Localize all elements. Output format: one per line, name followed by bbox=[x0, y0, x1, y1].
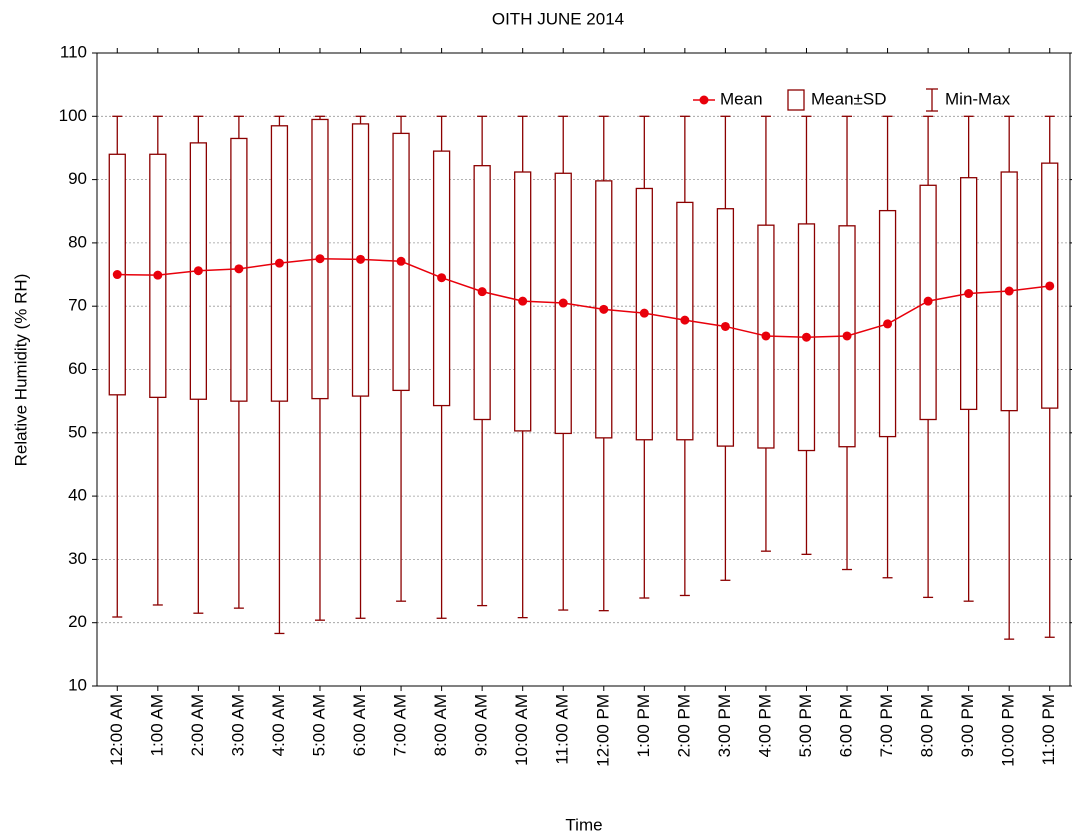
mean-marker bbox=[680, 315, 690, 325]
x-tick-label: 2:00 PM bbox=[674, 694, 693, 757]
mean-marker bbox=[761, 331, 771, 341]
x-axis-label: Time bbox=[565, 815, 602, 834]
mean-marker bbox=[356, 254, 366, 264]
mean-marker bbox=[518, 296, 528, 306]
x-tick-label: 12:00 AM bbox=[107, 694, 126, 766]
mean-marker bbox=[639, 308, 649, 318]
x-tick-label: 9:00 AM bbox=[472, 694, 491, 756]
mean-marker bbox=[1045, 281, 1055, 291]
mean-marker bbox=[1004, 286, 1014, 296]
x-tick-label: 1:00 PM bbox=[634, 694, 653, 757]
x-tick-label: 3:00 PM bbox=[715, 694, 734, 757]
mean-marker bbox=[274, 258, 284, 268]
x-tick-label: 7:00 AM bbox=[391, 694, 410, 756]
x-tick-label: 1:00 AM bbox=[147, 694, 166, 756]
plot-frame bbox=[96, 52, 1071, 687]
mean-marker bbox=[801, 332, 811, 342]
mean-marker bbox=[315, 254, 325, 264]
x-tick-label: 10:00 AM bbox=[512, 694, 531, 766]
mean-marker bbox=[153, 270, 163, 280]
x-tick-label: 11:00 AM bbox=[553, 694, 572, 765]
mean-marker bbox=[558, 298, 568, 308]
legend-mean-marker bbox=[699, 95, 709, 105]
mean-marker bbox=[437, 273, 447, 283]
mean-line bbox=[117, 257, 1050, 338]
x-tick-label: 5:00 AM bbox=[309, 694, 328, 756]
x-tick-label: 8:00 AM bbox=[431, 694, 450, 756]
mean-marker bbox=[234, 264, 244, 274]
x-tick-label: 5:00 PM bbox=[796, 694, 815, 757]
x-tick-label: 4:00 PM bbox=[755, 694, 774, 757]
mean-marker bbox=[599, 304, 609, 314]
y-tick-label: 50 bbox=[68, 422, 87, 441]
x-tick-label: 9:00 PM bbox=[958, 694, 977, 757]
y-tick-label: 80 bbox=[68, 232, 87, 251]
mean-marker bbox=[964, 289, 974, 299]
y-axis-label: Relative Humidity (% RH) bbox=[11, 274, 30, 467]
y-tick-label: 110 bbox=[60, 42, 87, 61]
x-tick-label: 6:00 PM bbox=[837, 694, 856, 757]
y-tick-label: 90 bbox=[68, 169, 87, 188]
chart-title: OITH JUNE 2014 bbox=[492, 9, 624, 28]
legend-label: Mean±SD bbox=[811, 89, 886, 108]
x-tick-label: 2:00 AM bbox=[188, 694, 207, 756]
mean-marker bbox=[923, 296, 933, 306]
y-tick-label: 30 bbox=[68, 549, 87, 568]
x-tick-label: 7:00 PM bbox=[877, 694, 896, 757]
y-tick-label: 20 bbox=[68, 612, 87, 631]
x-tick-label: 8:00 PM bbox=[918, 694, 937, 757]
legend-label: Min-Max bbox=[945, 89, 1011, 108]
mean-marker bbox=[396, 256, 406, 266]
mean-marker bbox=[883, 319, 893, 329]
legend-label: Mean bbox=[720, 89, 763, 108]
y-tick-label: 10 bbox=[68, 675, 87, 694]
legend-sd-box bbox=[787, 89, 805, 111]
y-tick-label: 40 bbox=[68, 486, 87, 505]
x-tick-label: 11:00 PM bbox=[1039, 694, 1058, 766]
y-tick-label: 60 bbox=[68, 359, 87, 378]
y-tick-label: 100 bbox=[59, 106, 87, 125]
x-tick-label: 12:00 PM bbox=[593, 694, 612, 767]
x-tick-label: 4:00 AM bbox=[269, 694, 288, 756]
mean-marker bbox=[193, 266, 203, 276]
mean-marker bbox=[720, 321, 730, 331]
mean-marker bbox=[477, 287, 487, 297]
y-tick-label: 70 bbox=[68, 296, 87, 315]
x-tick-label: 6:00 AM bbox=[350, 694, 369, 756]
x-tick-label: 3:00 AM bbox=[228, 694, 247, 756]
x-tick-label: 10:00 PM bbox=[999, 694, 1018, 767]
mean-marker bbox=[112, 270, 122, 280]
mean-marker bbox=[842, 331, 852, 341]
